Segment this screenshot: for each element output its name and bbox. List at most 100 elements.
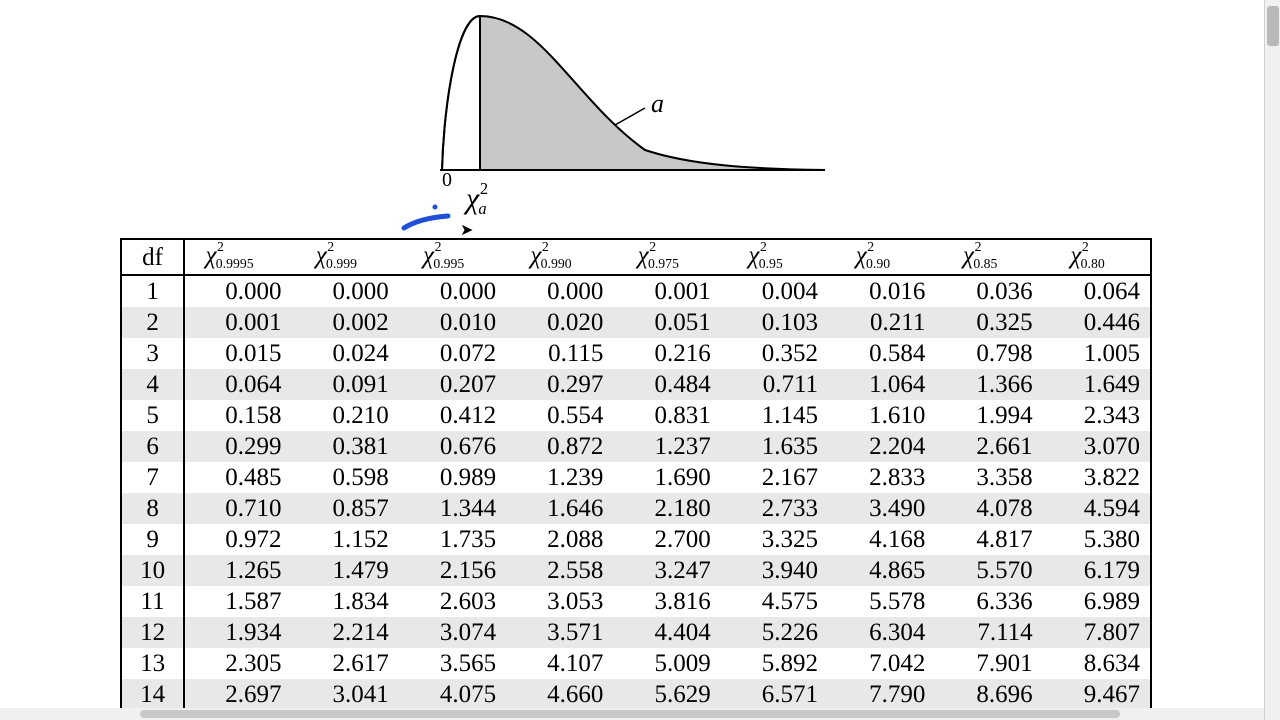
value-cell: 6.179 [1043,555,1150,586]
horizontal-scrollbar[interactable] [0,708,1264,720]
value-cell: 0.000 [399,275,506,307]
value-cell: 4.865 [828,555,935,586]
table-row: 132.3052.6173.5654.1075.0095.8927.0427.9… [122,648,1150,679]
table-row: 101.2651.4792.1562.5583.2473.9404.8655.5… [122,555,1150,586]
value-cell: 1.994 [935,400,1042,431]
value-cell: 2.214 [291,617,398,648]
value-cell: 5.578 [828,586,935,617]
value-cell: 1.587 [184,586,291,617]
value-cell: 2.343 [1043,400,1150,431]
value-cell: 1.265 [184,555,291,586]
value-cell: 0.484 [613,369,720,400]
value-cell: 3.940 [721,555,828,586]
value-cell: 0.711 [721,369,828,400]
value-cell: 0.001 [184,307,291,338]
value-cell: 5.009 [613,648,720,679]
alpha-header-2: χ20.995 [399,240,506,275]
value-cell: 0.001 [613,275,720,307]
value-cell: 7.807 [1043,617,1150,648]
value-cell: 3.490 [828,493,935,524]
vertical-scrollbar-thumb[interactable] [1267,6,1279,46]
value-cell: 4.660 [506,679,613,710]
horizontal-scrollbar-thumb[interactable] [140,710,1120,718]
table-row: 40.0640.0910.2070.2970.4840.7111.0641.36… [122,369,1150,400]
value-cell: 0.091 [291,369,398,400]
alpha-header-1: χ20.999 [291,240,398,275]
value-cell: 0.016 [828,275,935,307]
value-cell: 0.020 [506,307,613,338]
value-cell: 0.857 [291,493,398,524]
value-cell: 8.634 [1043,648,1150,679]
value-cell: 4.404 [613,617,720,648]
value-cell: 1.690 [613,462,720,493]
value-cell: 0.115 [506,338,613,369]
value-cell: 1.064 [828,369,935,400]
value-cell: 7.790 [828,679,935,710]
value-cell: 5.570 [935,555,1042,586]
value-cell: 0.554 [506,400,613,431]
value-cell: 9.467 [1043,679,1150,710]
value-cell: 6.989 [1043,586,1150,617]
df-cell: 5 [122,400,184,431]
value-cell: 1.145 [721,400,828,431]
value-cell: 3.822 [1043,462,1150,493]
value-cell: 0.297 [506,369,613,400]
df-cell: 7 [122,462,184,493]
value-cell: 2.733 [721,493,828,524]
value-cell: 4.078 [935,493,1042,524]
value-cell: 1.344 [399,493,506,524]
table-row: 50.1580.2100.4120.5540.8311.1451.6101.99… [122,400,1150,431]
vertical-scrollbar[interactable] [1264,0,1280,720]
value-cell: 3.565 [399,648,506,679]
value-cell: 0.064 [184,369,291,400]
value-cell: 4.594 [1043,493,1150,524]
alpha-header-0: χ20.9995 [184,240,291,275]
value-cell: 0.584 [828,338,935,369]
value-cell: 0.210 [291,400,398,431]
value-cell: 4.168 [828,524,935,555]
value-cell: 0.051 [613,307,720,338]
alpha-header-8: χ20.80 [1043,240,1150,275]
df-header: df [122,240,184,275]
value-cell: 5.226 [721,617,828,648]
value-cell: 7.042 [828,648,935,679]
value-cell: 1.646 [506,493,613,524]
table-row: 60.2990.3810.6760.8721.2371.6352.2042.66… [122,431,1150,462]
value-cell: 2.167 [721,462,828,493]
value-cell: 0.485 [184,462,291,493]
value-cell: 1.239 [506,462,613,493]
value-cell: 0.010 [399,307,506,338]
value-cell: 0.000 [506,275,613,307]
value-cell: 3.247 [613,555,720,586]
value-cell: 4.075 [399,679,506,710]
value-cell: 0.207 [399,369,506,400]
value-cell: 4.575 [721,586,828,617]
value-cell: 2.700 [613,524,720,555]
alpha-header-6: χ20.90 [828,240,935,275]
value-cell: 0.446 [1043,307,1150,338]
value-cell: 2.617 [291,648,398,679]
alpha-header-4: χ20.975 [613,240,720,275]
table-row: 111.5871.8342.6033.0533.8164.5755.5786.3… [122,586,1150,617]
value-cell: 0.000 [184,275,291,307]
value-cell: 1.635 [721,431,828,462]
value-cell: 3.816 [613,586,720,617]
value-cell: 0.710 [184,493,291,524]
area-label: a [651,89,664,118]
chi-sub: a [478,199,486,218]
chi-square-table: dfχ20.9995χ20.999χ20.995χ20.990χ20.975χ2… [120,238,1152,712]
value-cell: 0.103 [721,307,828,338]
value-cell: 0.872 [506,431,613,462]
value-cell: 1.610 [828,400,935,431]
value-cell: 0.000 [291,275,398,307]
value-cell: 2.305 [184,648,291,679]
df-cell: 11 [122,586,184,617]
value-cell: 0.158 [184,400,291,431]
value-cell: 0.004 [721,275,828,307]
df-cell: 2 [122,307,184,338]
value-cell: 4.107 [506,648,613,679]
value-cell: 2.180 [613,493,720,524]
value-cell: 0.064 [1043,275,1150,307]
df-cell: 14 [122,679,184,710]
value-cell: 0.216 [613,338,720,369]
